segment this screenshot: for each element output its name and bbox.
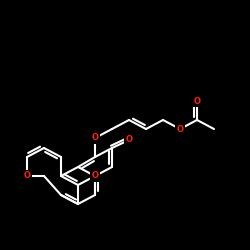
Text: O: O [92,134,98,142]
Text: O: O [176,124,184,134]
Text: O: O [126,136,132,144]
Text: O: O [194,96,200,106]
Text: O: O [92,172,98,180]
Text: O: O [24,172,30,180]
